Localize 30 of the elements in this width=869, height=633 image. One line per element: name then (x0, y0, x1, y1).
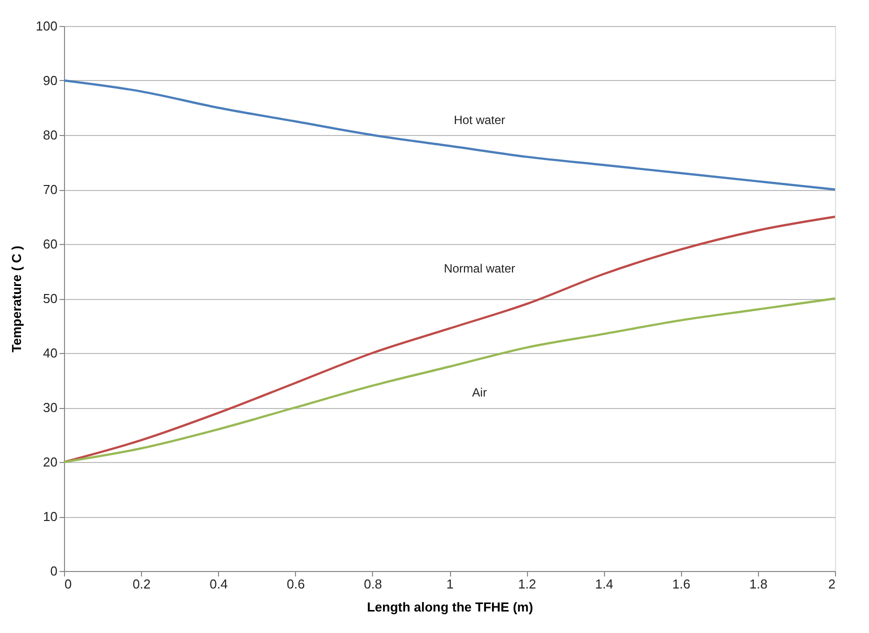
y-tick-label: 100 (36, 18, 58, 34)
x-tick-label: 0.2 (132, 576, 151, 592)
x-tick-label: 0.4 (210, 576, 228, 592)
y-tick-label: 40 (43, 346, 58, 360)
y-tick-label: 10 (43, 509, 58, 524)
line-series (62, 216, 836, 464)
text: Normal water (444, 261, 516, 276)
x-tick-label: 1 (446, 576, 454, 592)
x-tick-label: 1.6 (672, 576, 690, 592)
line-series (62, 79, 836, 191)
y-tick-label: 50 (43, 291, 58, 306)
x-tick-label: 0.8 (364, 576, 382, 592)
line-series (62, 297, 836, 464)
x-axis-title: Length along the TFHE (m) (366, 600, 534, 614)
y-tick-label: 30 (43, 400, 58, 415)
y-tick-label: 80 (43, 128, 58, 142)
x-tick-label: 1.8 (749, 576, 768, 592)
series-label: Hot water (454, 112, 506, 127)
x-tick-label: 1.4 (595, 576, 614, 592)
y-tick-label: 0 (50, 564, 58, 578)
y-tick-label: 60 (43, 236, 58, 252)
x-tick-label: 0.6 (286, 576, 305, 592)
y-axis-title: Temperature ( C ) (8, 246, 24, 352)
y-tick-label: 20 (43, 454, 58, 470)
series-label: Air (472, 386, 487, 400)
y-tick-label: 90 (43, 73, 58, 88)
y-tick-label: 70 (43, 182, 58, 197)
x-tick-label: 2 (828, 576, 836, 592)
x-tick-label: 0 (64, 576, 72, 592)
x-tick-label: 1.2 (518, 576, 536, 592)
